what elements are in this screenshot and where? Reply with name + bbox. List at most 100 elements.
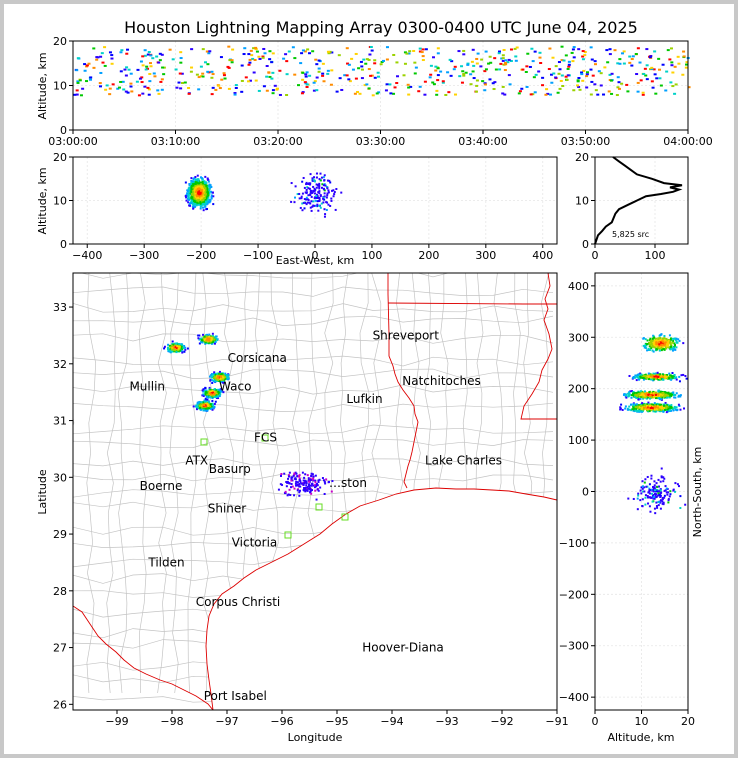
map-source [213,342,216,345]
map-source [198,400,201,403]
altitude-time-source [556,91,560,94]
altitude-time-source [641,91,645,94]
altitude-time-source [635,73,639,76]
northsouth-source [643,344,646,347]
northsouth-source [663,404,666,407]
northsouth-source [672,409,675,412]
map-source [314,481,317,484]
county-line [73,402,554,412]
altitude-time-source [326,72,330,75]
northsouth-source [650,496,653,499]
eastwest-source [309,191,312,194]
altitude-time-source [525,65,529,68]
map-source [214,375,217,378]
northsouth-source [656,371,659,374]
altitude-time-source [187,86,191,89]
map-source [279,474,282,477]
map-source [212,336,215,339]
altitude-time-source [111,83,115,86]
eastwest-source [192,184,195,187]
altitude-time-source [230,59,234,62]
northsouth-source [666,342,669,345]
altitude-time-source [136,68,140,71]
eastwest-source [319,172,322,175]
map-lightning-sources [163,332,334,501]
altitude-time-source [370,74,374,77]
eastwest-source [191,203,194,206]
altitude-time-source [203,61,207,64]
northsouth-source [645,394,648,397]
altitude-time-source [582,69,586,72]
northsouth-source [653,342,656,345]
northsouth-source [662,340,665,343]
eastwest-source [211,191,214,194]
altitude-time-source [330,51,334,54]
map-source [215,391,218,394]
eastwest-source [188,184,191,187]
altitude-time-source [248,79,252,82]
northsouth-source [643,394,646,397]
map-source [211,393,214,396]
map-source [197,405,200,408]
northsouth-source [655,341,658,344]
altitude-time-source [395,61,399,64]
map-source [220,390,223,393]
altitude-time-source [407,86,411,89]
altitude-time-source [178,72,182,75]
county-line [117,273,129,694]
altitude-time-source [157,92,161,95]
eastwest-source [317,184,320,187]
map-source [169,349,172,352]
northsouth-source [627,395,630,398]
map-source [182,347,185,350]
altitude-time-source [653,73,657,76]
altitude-time-source [654,92,658,95]
eastwest-source [198,187,201,190]
altitude-time-source [578,88,582,91]
altitude-time-source [351,68,355,71]
map-source [219,375,222,378]
map-source [306,487,309,490]
northsouth-source [647,502,650,505]
altitude-time-source [577,85,581,88]
map-source [287,493,290,496]
eastwest-source [208,183,211,186]
map-source [218,395,221,398]
northsouth-source [634,376,637,379]
county-line [106,273,116,694]
map-source [314,474,317,477]
northsouth-source [628,374,631,377]
longitude-tick-label: −97 [215,715,238,728]
altitude-time-source [494,68,498,71]
longitude-tick-label: −96 [270,715,293,728]
altitude-time-source [538,51,542,54]
eastwest-source [208,192,211,195]
altitude-time-source [417,90,421,93]
map-source [294,471,297,474]
altitude-time-source [608,48,612,51]
northsouth-source [635,375,638,378]
northsouth-source [658,347,661,350]
altitude-time-source [449,74,453,77]
northsouth-source [664,341,667,344]
altitude-time-source [157,61,161,64]
eastwest-source [212,195,215,198]
altitude-time-source [305,71,309,74]
map-source [181,350,184,353]
northsouth-source [668,377,671,380]
altitude-time-source [103,46,107,49]
eastwest-source [189,204,192,207]
northsouth-source [643,377,646,380]
map-source [227,373,230,376]
altitude-time-source [278,69,282,72]
northsouth-source [674,406,677,409]
map-source [209,403,212,406]
northsouth-source [646,393,649,396]
eastwest-source [201,203,204,206]
northsouth-source [646,408,649,411]
altitude-time-source [664,89,668,92]
eastwest-source [192,183,195,186]
northsouth-source [679,408,682,411]
northsouth-source [653,346,656,349]
map-source [305,484,308,487]
